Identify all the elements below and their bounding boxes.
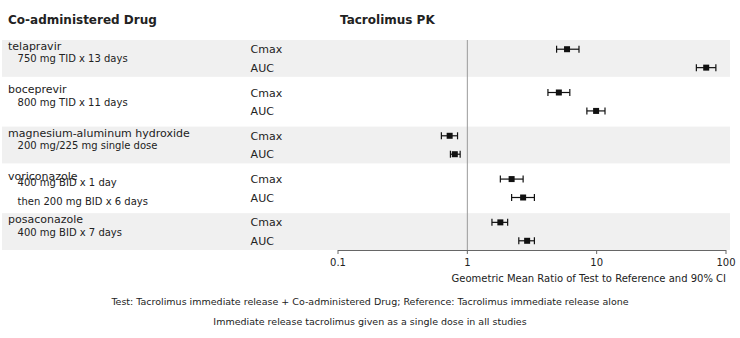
footnote: Immediate release tacrolimus given as a …	[213, 316, 526, 327]
x-tick-label: 100	[716, 257, 735, 268]
group-band	[2, 213, 730, 250]
error-bar-cap	[556, 46, 557, 53]
group-band	[2, 127, 730, 164]
error-bar	[500, 176, 523, 183]
category-label: Cmax	[251, 43, 283, 56]
reference-line	[467, 40, 468, 250]
error-bar	[557, 46, 579, 53]
x-tick-label: 0.1	[330, 257, 346, 268]
point-marker	[447, 133, 453, 139]
category-label: AUC	[251, 235, 275, 248]
error-bar	[548, 89, 570, 96]
error-bar-cap	[441, 132, 442, 139]
error-bar	[696, 64, 716, 71]
group-name: boceprevir	[8, 83, 67, 96]
point-marker	[593, 108, 599, 114]
error-bar-cap	[534, 237, 535, 244]
error-bar-cap	[450, 151, 451, 158]
category-label: Cmax	[251, 173, 283, 186]
x-axis-line	[338, 250, 726, 251]
point-marker	[452, 151, 458, 157]
category-label: AUC	[251, 148, 275, 161]
dose: 200 mg/225 mg single dose	[8, 140, 157, 151]
group-name: magnesium-aluminum hydroxide	[8, 127, 190, 140]
error-bar	[519, 237, 535, 244]
category-label: AUC	[251, 62, 275, 75]
error-bar-cap	[491, 219, 492, 226]
plot-area	[441, 40, 715, 250]
error-bar-cap	[547, 89, 548, 96]
error-bar	[441, 132, 457, 139]
error-bar-cap	[604, 107, 605, 114]
error-bar-cap	[586, 107, 587, 114]
dose: 400 mg BID x 7 days	[8, 227, 122, 238]
point-marker	[509, 176, 515, 182]
chart: Co-administered Drug Tacrolimus PK telapra…	[0, 0, 740, 338]
category-label: Cmax	[251, 130, 283, 143]
error-bar-cap	[457, 132, 458, 139]
error-bar-cap	[569, 89, 570, 96]
dose: then 200 mg BID x 6 days	[8, 196, 148, 207]
category-label: AUC	[251, 105, 275, 118]
x-tick	[726, 250, 727, 254]
dose: 800 mg TID x 11 days	[8, 97, 128, 108]
error-bar	[450, 151, 460, 158]
point-marker	[703, 65, 709, 71]
footnote: Test: Tacrolimus immediate release + Co-…	[110, 296, 628, 307]
category-label: Cmax	[251, 87, 283, 100]
error-bar-cap	[507, 219, 508, 226]
category-label: Cmax	[251, 216, 283, 229]
x-tick-label: 10	[590, 257, 603, 268]
error-bar	[587, 107, 605, 114]
x-tick	[467, 250, 468, 254]
error-bar-cap	[534, 194, 535, 201]
x-axis-label: Geometric Mean Ratio of Test to Referenc…	[452, 273, 726, 284]
dose: 400 mg BID x 1 day	[8, 177, 117, 188]
x-tick-label: 1	[464, 257, 470, 268]
dose: 750 mg TID x 13 days	[8, 53, 128, 64]
error-bar-cap	[578, 46, 579, 53]
error-bar-cap	[518, 237, 519, 244]
point-marker	[524, 238, 530, 244]
x-tick	[596, 250, 597, 254]
title: Tacrolimus PK	[340, 13, 435, 27]
point-marker	[556, 90, 562, 96]
point-marker	[497, 219, 503, 225]
error-bar-cap	[696, 64, 697, 71]
error-bar-cap	[715, 64, 716, 71]
group-name: posaconazole	[8, 213, 83, 226]
error-bar-cap	[500, 176, 501, 183]
error-bar	[512, 194, 535, 201]
x-tick	[338, 250, 339, 254]
error-bar-cap	[511, 194, 512, 201]
error-bar	[492, 219, 508, 226]
error-bar-cap	[523, 176, 524, 183]
error-bar-cap	[460, 151, 461, 158]
group-band	[2, 40, 730, 77]
point-marker	[520, 195, 526, 201]
group-name: telapravir	[8, 40, 62, 53]
category-label: AUC	[251, 192, 275, 205]
point-marker	[564, 46, 570, 52]
column-header: Co-administered Drug	[8, 13, 157, 27]
